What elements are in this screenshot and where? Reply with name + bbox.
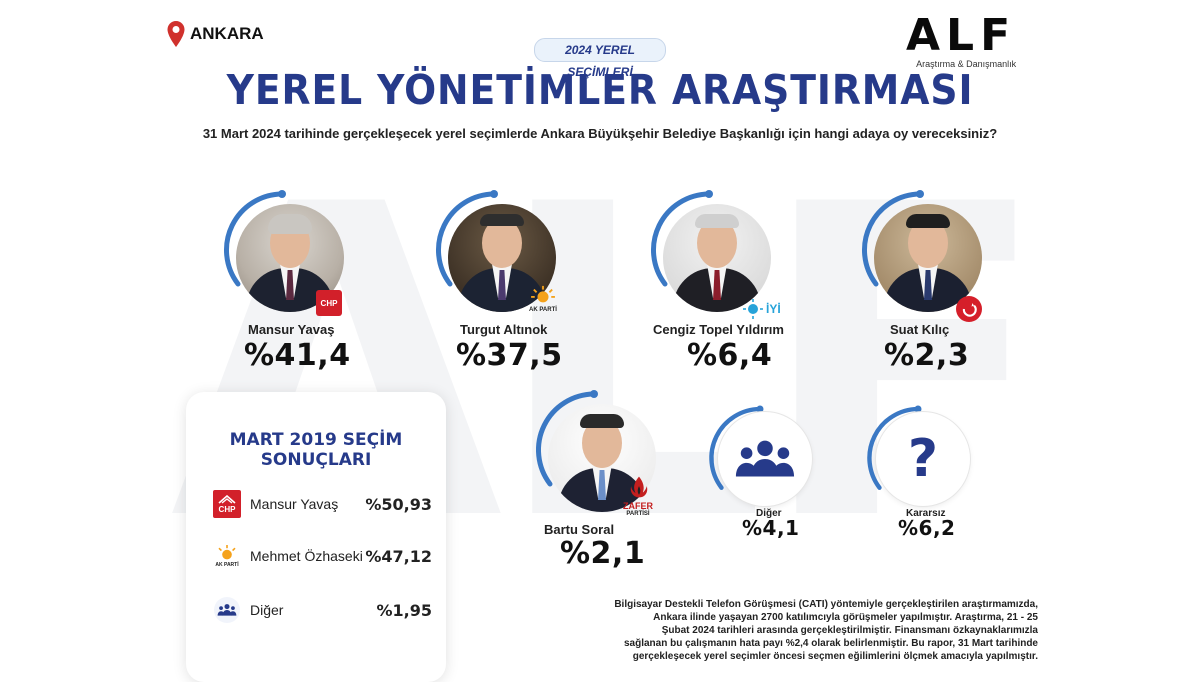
candidate-photo <box>663 204 771 312</box>
progress-ring <box>536 390 598 487</box>
brand-wordmark: ALF <box>906 10 1017 61</box>
undecided-card: ? Kararsız %6,2 <box>867 405 988 546</box>
other-card: Diğer %4,1 <box>709 405 830 546</box>
candidate-percentage: %2,3 <box>884 338 970 373</box>
yeniden-refah-logo-icon <box>956 296 982 322</box>
methodology-line: gerçekleşecek yerel seçimler öncesi seçm… <box>632 651 1038 662</box>
candidate-name: Mansur Yavaş <box>248 322 335 337</box>
candidate-card: İYİ Cengiz Topel Yıldırım %6,4 <box>645 186 805 373</box>
methodology-note: Bilgisayar Destekli Telefon Görüşmesi (C… <box>560 598 1038 663</box>
iyi-parti-logo-icon: İYİ <box>743 298 789 320</box>
candidate-card: AK PARTİ Turgut Altınok %37,5 <box>430 186 580 373</box>
candidate-name: Cengiz Topel Yıldırım <box>653 322 784 337</box>
svg-text:İYİ: İYİ <box>766 301 781 316</box>
candidate-card: Suat Kılıç %2,3 <box>856 186 1006 373</box>
brand-tagline: Araştırma & Danışmanlık <box>916 59 1017 69</box>
methodology-line: Bilgisayar Destekli Telefon Görüşmesi (C… <box>614 599 1038 610</box>
chp-logo-icon: CHP <box>316 290 342 316</box>
results-2019-title: MART 2019 SEÇİM SONUÇLARI <box>229 430 403 470</box>
page-title: YEREL YÖNETİMLER ARAŞTIRMASI <box>226 66 974 114</box>
ak-parti-logo-icon: AK PARTİ <box>212 541 242 571</box>
chp-logo-icon: CHP <box>212 489 242 519</box>
zafer-parti-label: ZAFER PARTİSİ <box>623 501 653 518</box>
results-row: AK PARTİ Mehmet Özhaseki %47,12 <box>212 538 432 574</box>
progress-ring <box>651 190 713 287</box>
methodology-line: Şubat 2024 tarihleri arasında gerçekleşt… <box>661 625 1038 636</box>
location-text: ANKARA <box>190 24 264 43</box>
candidate-card: ZAFER PARTİSİ Bartu Soral %2,1 <box>530 386 680 571</box>
results-row: Diğer %1,95 <box>212 592 432 628</box>
methodology-line: sağlanan bu çalışmanın hata payı %2,4 ol… <box>623 638 1038 649</box>
candidate-photo <box>874 204 982 312</box>
ak-parti-logo-icon: AK PARTİ <box>528 282 558 316</box>
survey-question: 31 Mart 2024 tarihinde gerçekleşecek yer… <box>202 126 998 141</box>
results-row: CHP Mansur Yavaş %50,93 <box>212 486 432 522</box>
methodology-line: Ankara ilinde yaşayan 2700 katılımcıyla … <box>653 612 1038 623</box>
undecided-icon-circle: ? <box>876 412 970 506</box>
other-icon-circle <box>718 412 812 506</box>
results-2019-panel: MART 2019 SEÇİM SONUÇLARI CHP Mansur Yav… <box>186 392 446 682</box>
results-name: Mansur Yavaş <box>250 496 339 512</box>
location-label: ANKARA <box>166 20 264 48</box>
people-group-icon <box>212 595 242 625</box>
question-mark-icon: ? <box>907 429 939 489</box>
progress-ring <box>862 190 924 287</box>
other-percentage: %4,1 <box>742 516 800 540</box>
progress-ring <box>709 405 764 490</box>
candidate-name: Turgut Altınok <box>460 322 548 337</box>
progress-ring <box>224 190 286 287</box>
results-value: %47,12 <box>365 546 432 566</box>
candidate-photo <box>448 204 556 312</box>
candidate-name: Bartu Soral <box>544 522 615 537</box>
brand-logo: ALF Araştırma & Danışmanlık <box>906 10 1017 70</box>
progress-ring <box>436 190 498 287</box>
map-pin-icon <box>167 21 185 47</box>
candidate-percentage: %37,5 <box>456 338 563 373</box>
undecided-label: Kararsız <box>906 508 946 519</box>
zafer-parti-logo-icon <box>624 472 654 502</box>
other-label: Diğer <box>756 508 782 519</box>
undecided-percentage: %6,2 <box>898 516 956 540</box>
candidate-percentage: %6,4 <box>687 338 773 373</box>
candidate-percentage: %2,1 <box>560 536 646 571</box>
candidate-percentage: %41,4 <box>244 338 351 373</box>
election-pill: 2024 YEREL SEÇİMLERİ <box>534 38 666 79</box>
results-name: Mehmet Özhaseki <box>250 548 363 564</box>
candidate-name: Suat Kılıç <box>890 322 950 337</box>
results-value: %1,95 <box>376 600 432 620</box>
candidate-card: CHP Mansur Yavaş %41,4 <box>218 186 368 373</box>
results-name: Diğer <box>250 602 284 618</box>
people-group-icon <box>735 440 795 477</box>
results-value: %50,93 <box>365 494 432 514</box>
progress-ring <box>867 405 922 490</box>
